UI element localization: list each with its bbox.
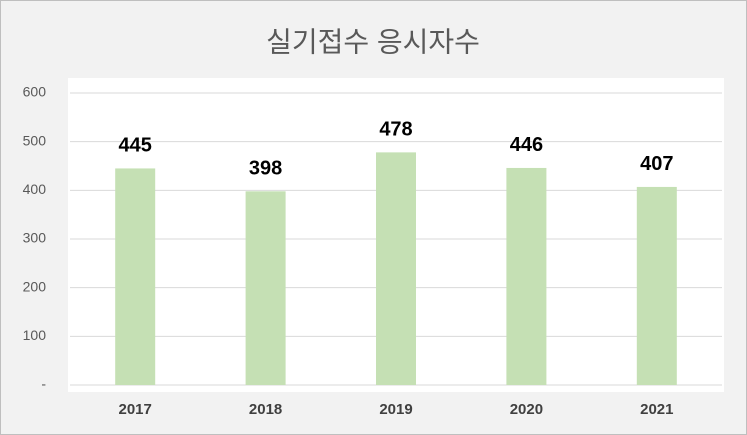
y-tick-label: 500 bbox=[23, 132, 47, 148]
y-tick-label: 300 bbox=[23, 230, 47, 246]
y-tick-label: 400 bbox=[23, 181, 47, 197]
x-tick-label: 2021 bbox=[640, 401, 673, 418]
bar bbox=[245, 191, 286, 385]
x-tick-label: 2018 bbox=[249, 401, 282, 418]
bar bbox=[636, 186, 677, 385]
data-label: 478 bbox=[379, 119, 412, 141]
y-tick-label: 600 bbox=[23, 84, 47, 100]
data-label: 407 bbox=[640, 153, 673, 175]
bar bbox=[506, 167, 547, 385]
data-label: 446 bbox=[510, 134, 543, 156]
y-tick-label: 200 bbox=[23, 278, 47, 294]
x-tick-label: 2017 bbox=[119, 401, 152, 418]
x-tick-label: 2020 bbox=[510, 401, 543, 418]
y-tick-label: 100 bbox=[23, 327, 47, 343]
bar bbox=[376, 152, 416, 385]
chart-title: 실기접수 응시자수 bbox=[266, 26, 480, 57]
x-tick-label: 2019 bbox=[379, 401, 412, 418]
bar bbox=[115, 168, 156, 385]
data-label: 398 bbox=[249, 158, 282, 180]
data-label: 445 bbox=[119, 135, 152, 157]
y-tick-label: - bbox=[41, 376, 46, 392]
